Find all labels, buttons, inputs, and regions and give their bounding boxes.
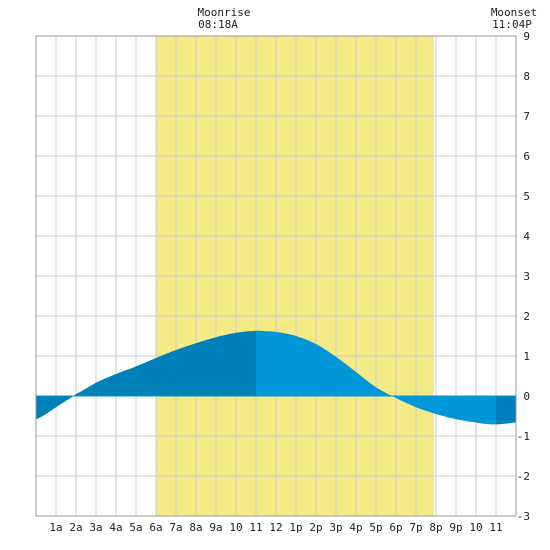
x-tick-label: 9p: [449, 521, 462, 534]
x-tick-label: 12: [269, 521, 282, 534]
plot-frame: [35, 35, 517, 517]
moonrise-time: 08:18A: [198, 18, 238, 31]
y-tick-label: -1: [517, 430, 530, 443]
frame-layer: [35, 35, 517, 517]
x-tick-label: 5a: [129, 521, 142, 534]
x-tick-label: 10: [469, 521, 482, 534]
tide-area-segment: [60, 330, 256, 405]
x-tick-label: 6a: [149, 521, 162, 534]
x-tick-label: 11: [249, 521, 262, 534]
moonset-label: Moonset: [491, 6, 537, 19]
y-tick-label: 8: [523, 70, 530, 83]
x-tick-label: 11: [489, 521, 502, 534]
x-tick-label: 2p: [309, 521, 322, 534]
grid-layer: [36, 35, 516, 517]
y-tick-label: 0: [523, 390, 530, 403]
y-tick-label: -2: [517, 470, 530, 483]
x-tick-label: 8p: [429, 521, 442, 534]
tide-area-layer: [36, 330, 516, 425]
y-tick-label: 1: [523, 350, 530, 363]
tide-area-segment: [36, 396, 60, 420]
x-tick-label: 10: [229, 521, 242, 534]
x-tick-label: 7a: [169, 521, 182, 534]
tide-area-segment: [496, 396, 516, 425]
y-tick-label: 6: [523, 150, 530, 163]
y-tick-label: -3: [517, 510, 530, 523]
x-tick-label: 7p: [409, 521, 422, 534]
x-tick-label: 1a: [49, 521, 62, 534]
y-tick-label: 4: [523, 230, 530, 243]
y-tick-label: 3: [523, 270, 530, 283]
x-tick-label: 9a: [209, 521, 222, 534]
y-tick-label: 9: [523, 30, 530, 43]
x-tick-label: 3a: [89, 521, 102, 534]
x-tick-label: 1p: [289, 521, 302, 534]
y-tick-labels: -3 -2 -1 0 1 2 3 4 5 6 7 8 9: [517, 30, 531, 523]
y-tick-label: 5: [523, 190, 530, 203]
tide-area-segment: [256, 330, 496, 425]
y-tick-label: 2: [523, 310, 530, 323]
x-tick-label: 8a: [189, 521, 202, 534]
x-tick-label: 5p: [369, 521, 382, 534]
moonrise-label: Moonrise: [198, 6, 251, 19]
x-tick-label: 4a: [109, 521, 122, 534]
x-tick-labels: 1a 2a 3a 4a 5a 6a 7a 8a 9a 10 11 12 1p 2p 3p 4p 5p 6p 7p 8p…: [49, 521, 502, 534]
x-tick-label: 4p: [349, 521, 362, 534]
x-tick-label: 6p: [389, 521, 402, 534]
moonset-time: 11:04P: [492, 18, 532, 31]
x-tick-label: 2a: [69, 521, 82, 534]
y-tick-label: 7: [523, 110, 530, 123]
x-tick-label: 3p: [329, 521, 342, 534]
